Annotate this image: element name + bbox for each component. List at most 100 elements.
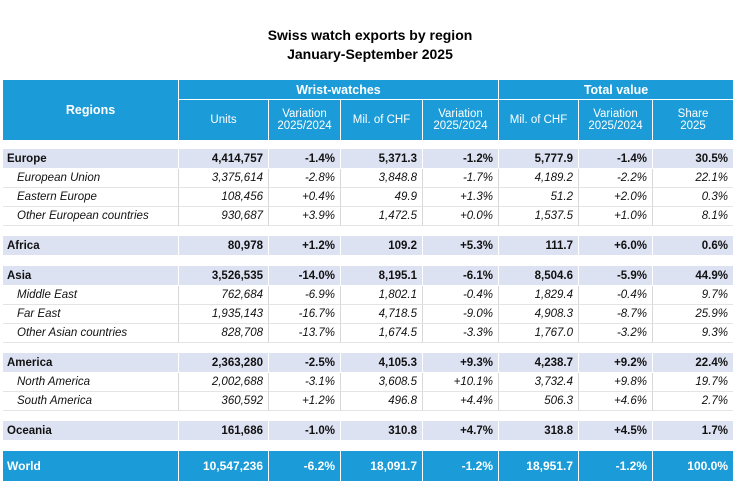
- value-cell: +9.2%: [578, 353, 652, 372]
- value-cell: 3,608.5: [340, 373, 422, 392]
- value-cell: 100.0%: [652, 451, 733, 481]
- value-cell: 4,414,757: [178, 149, 268, 168]
- value-cell: -3.1%: [268, 373, 340, 392]
- value-cell: -1.0%: [268, 421, 340, 440]
- value-cell: -5.9%: [578, 266, 652, 285]
- region-name: Far East: [3, 305, 178, 324]
- value-cell: 2,363,280: [178, 353, 268, 372]
- value-cell: 506.3: [498, 392, 578, 411]
- region-name: North America: [3, 373, 178, 392]
- header-line: Share: [677, 108, 709, 120]
- value-cell: 8.1%: [652, 207, 733, 226]
- region-name: Other Asian countries: [3, 324, 178, 343]
- value-cell: 44.9%: [652, 266, 733, 285]
- value-cell: 108,456: [178, 188, 268, 207]
- region-name: World: [3, 451, 178, 481]
- value-cell: -6.2%: [268, 451, 340, 481]
- value-cell: 3,848.8: [340, 169, 422, 188]
- value-cell: 3,375,614: [178, 169, 268, 188]
- value-cell: 5,777.9: [498, 149, 578, 168]
- region-name: Europe: [3, 149, 178, 168]
- value-cell: 4,718.5: [340, 305, 422, 324]
- value-cell: 4,238.7: [498, 353, 578, 372]
- value-cell: 109.2: [340, 236, 422, 255]
- value-cell: 1,537.5: [498, 207, 578, 226]
- value-cell: -2.8%: [268, 169, 340, 188]
- value-cell: 1,674.5: [340, 324, 422, 343]
- value-cell: -6.1%: [422, 266, 498, 285]
- value-cell: +0.0%: [422, 207, 498, 226]
- value-cell: 828,708: [178, 324, 268, 343]
- value-cell: -0.4%: [578, 286, 652, 305]
- value-cell: 18,951.7: [498, 451, 578, 481]
- header-cell: Variation 2025/2024: [268, 100, 340, 140]
- value-cell: +5.3%: [422, 236, 498, 255]
- region-name: Other European countries: [3, 207, 178, 226]
- value-cell: 8,195.1: [340, 266, 422, 285]
- header-line: 2025/2024: [588, 120, 643, 132]
- value-cell: 1,472.5: [340, 207, 422, 226]
- value-cell: 9.3%: [652, 324, 733, 343]
- value-cell: +2.0%: [578, 188, 652, 207]
- value-cell: 51.2: [498, 188, 578, 207]
- value-cell: +1.2%: [268, 392, 340, 411]
- header-line: Variation: [593, 108, 638, 120]
- value-cell: +9.3%: [422, 353, 498, 372]
- value-cell: 310.8: [340, 421, 422, 440]
- value-cell: +9.8%: [578, 373, 652, 392]
- value-cell: -1.7%: [422, 169, 498, 188]
- region-name: Eastern Europe: [3, 188, 178, 207]
- value-cell: 762,684: [178, 286, 268, 305]
- value-cell: 9.7%: [652, 286, 733, 305]
- value-cell: +1.2%: [268, 236, 340, 255]
- region-name: Middle East: [3, 286, 178, 305]
- title: Swiss watch exports by region: [267, 27, 473, 43]
- value-cell: 4,189.2: [498, 169, 578, 188]
- value-cell: -16.7%: [268, 305, 340, 324]
- value-cell: 360,592: [178, 392, 268, 411]
- header-cell: Regions: [3, 80, 178, 140]
- value-cell: +6.0%: [578, 236, 652, 255]
- header-line: 2025/2024: [277, 120, 332, 132]
- region-name: Asia: [3, 266, 178, 285]
- value-cell: 496.8: [340, 392, 422, 411]
- value-cell: -0.4%: [422, 286, 498, 305]
- value-cell: 22.4%: [652, 353, 733, 372]
- value-cell: 1.7%: [652, 421, 733, 440]
- value-cell: -9.0%: [422, 305, 498, 324]
- header-group: Total value: [498, 80, 733, 100]
- value-cell: -1.4%: [268, 149, 340, 168]
- header-cell: Mil. of CHF: [498, 100, 578, 140]
- value-cell: 18,091.7: [340, 451, 422, 481]
- value-cell: 22.1%: [652, 169, 733, 188]
- value-cell: -13.7%: [268, 324, 340, 343]
- region-name: South America: [3, 392, 178, 411]
- region-name: Oceania: [3, 421, 178, 440]
- value-cell: 1,767.0: [498, 324, 578, 343]
- header-group: Wrist-watches: [178, 80, 498, 100]
- value-cell: +1.0%: [578, 207, 652, 226]
- value-cell: 30.5%: [652, 149, 733, 168]
- header-cell: Share 2025: [652, 100, 733, 140]
- value-cell: 8,504.6: [498, 266, 578, 285]
- value-cell: 10,547,236: [178, 451, 268, 481]
- value-cell: 161,686: [178, 421, 268, 440]
- value-cell: -1.2%: [578, 451, 652, 481]
- value-cell: -2.2%: [578, 169, 652, 188]
- value-cell: 49.9: [340, 188, 422, 207]
- value-cell: -14.0%: [268, 266, 340, 285]
- header-cell: Units: [178, 100, 268, 140]
- value-cell: 930,687: [178, 207, 268, 226]
- value-cell: 25.9%: [652, 305, 733, 324]
- region-name: America: [3, 353, 178, 372]
- header-line: 2025/2024: [433, 120, 488, 132]
- value-cell: +0.4%: [268, 188, 340, 207]
- value-cell: 4,105.3: [340, 353, 422, 372]
- value-cell: -1.4%: [578, 149, 652, 168]
- value-cell: 2.7%: [652, 392, 733, 411]
- value-cell: -3.2%: [578, 324, 652, 343]
- header-cell: Mil. of CHF: [340, 100, 422, 140]
- value-cell: +4.5%: [578, 421, 652, 440]
- header-cell: Variation 2025/2024: [422, 100, 498, 140]
